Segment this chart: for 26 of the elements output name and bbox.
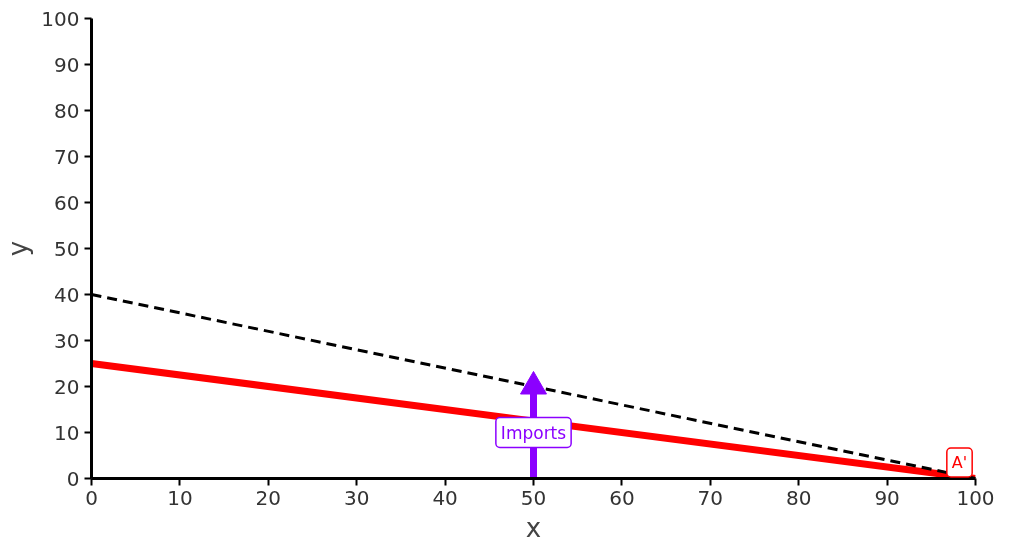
y-tick-label: 100 (41, 6, 80, 31)
y-tick-label: 0 (66, 466, 80, 491)
y-tick-label: 10 (54, 420, 80, 445)
x-tick-label: 20 (255, 485, 282, 510)
x-tick-label: 80 (785, 485, 812, 510)
y-tick-label: 40 (54, 282, 80, 307)
x-tick-label: 40 (432, 485, 458, 510)
x-tick-label: 50 (520, 485, 547, 510)
x-tick-label: 100 (956, 485, 995, 510)
x-axis-title: x (525, 512, 542, 543)
x-tick-label: 30 (343, 485, 370, 510)
y-tick-label: 80 (54, 98, 80, 123)
y-tick-label: 90 (54, 52, 80, 77)
x-tick-label: 10 (167, 485, 193, 510)
annotation: Imports (500, 422, 567, 443)
y-tick-label: 70 (54, 144, 80, 169)
x-tick-label: 70 (697, 485, 724, 510)
y-tick-label: 50 (54, 236, 80, 261)
y-axis-title: y (3, 240, 34, 257)
x-tick-label: 90 (874, 485, 900, 510)
annotation: A' (951, 453, 968, 472)
y-tick-label: 20 (54, 374, 80, 399)
x-tick-label: 0 (85, 485, 98, 510)
x-tick-label: 60 (609, 485, 635, 510)
y-tick-label: 30 (54, 328, 80, 353)
y-tick-label: 60 (54, 190, 80, 215)
